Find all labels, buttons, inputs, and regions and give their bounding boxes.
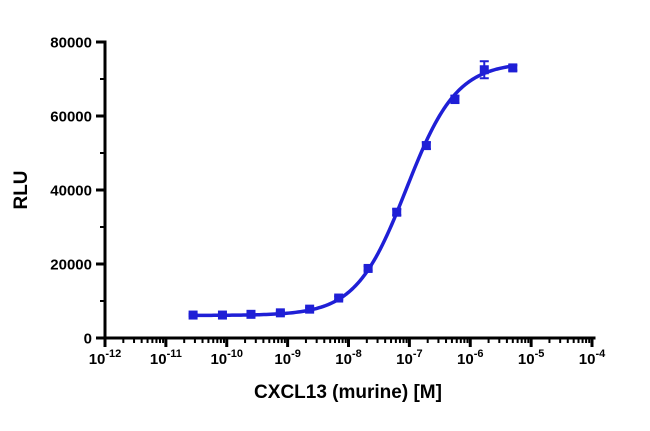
y-tick-label: 20000 — [50, 257, 92, 274]
y-tick-label: 60000 — [50, 109, 92, 126]
x-tick-label: 10-8 — [335, 348, 361, 368]
error-bars — [188, 60, 518, 318]
x-tick-label: 10-5 — [518, 348, 544, 368]
data-point-marker — [334, 293, 344, 303]
y-tick-label: 40000 — [50, 183, 92, 200]
y-tick-labels: 0 20000 40000 60000 80000 — [50, 35, 92, 348]
x-tick-label: 10-7 — [396, 348, 422, 368]
data-point-marker — [275, 308, 285, 318]
data-point-marker — [188, 310, 198, 320]
x-axis-title: CXCL13 (murine) [M] — [254, 382, 442, 403]
data-point-marker — [508, 63, 518, 73]
x-tick-label: 10-6 — [457, 348, 483, 368]
x-tick-label: 10-12 — [89, 348, 122, 368]
x-tick-labels: 10-12 10-11 10-10 10-9 10-8 10-7 10-6 10-5 10-4 — [89, 348, 606, 368]
data-point-marker — [305, 304, 315, 314]
data-point-marker — [392, 207, 402, 217]
axes-lines — [102, 40, 596, 341]
y-axis-title: RLU — [11, 170, 32, 209]
x-tick-label: 10-11 — [150, 348, 182, 368]
x-tick-label: 10-4 — [579, 348, 606, 368]
data-point-marker — [421, 141, 431, 151]
x-tick-label: 10-9 — [274, 348, 300, 368]
data-point-marker — [450, 94, 460, 104]
x-tick-label: 10-10 — [210, 348, 243, 368]
data-points — [188, 63, 518, 320]
fit-curve — [191, 64, 515, 318]
y-tick-label: 80000 — [50, 35, 92, 52]
data-point-marker — [363, 263, 373, 273]
y-tick-label: 0 — [84, 331, 92, 348]
data-point-marker — [246, 309, 256, 319]
data-point-marker — [217, 310, 227, 320]
data-point-marker — [479, 65, 489, 75]
